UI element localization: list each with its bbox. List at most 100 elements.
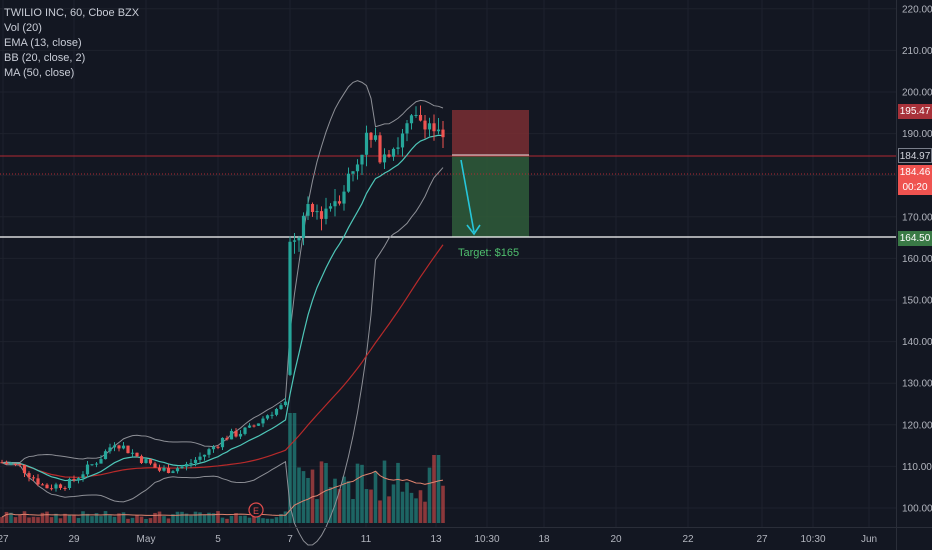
candle-body — [18, 464, 22, 466]
candle-body — [45, 484, 49, 489]
volume-bar — [360, 464, 364, 523]
volume-bar — [4, 511, 9, 523]
volume-bar — [225, 518, 229, 523]
ma-line — [1, 244, 444, 478]
candle-body — [184, 463, 189, 467]
candle-body — [337, 201, 342, 204]
price-tick-label: 110.00 — [902, 462, 932, 473]
candle-body — [391, 148, 396, 157]
candle-body — [315, 211, 319, 213]
volume-bar — [85, 513, 90, 523]
volume-bar — [63, 513, 67, 523]
volume-bar — [103, 511, 108, 523]
candle-body — [220, 437, 225, 448]
candle-body — [441, 129, 445, 138]
candle-body — [112, 445, 117, 448]
entry-price-tag: 184.97 — [898, 148, 932, 163]
candle-body — [27, 473, 31, 478]
candle-body — [270, 414, 274, 416]
time-tick-label: 7 — [287, 534, 293, 545]
candle-body — [166, 467, 171, 474]
volume-bars — [0, 413, 445, 523]
candle-body — [117, 445, 121, 449]
candle-body — [135, 452, 139, 457]
time-tick-label: 11 — [361, 534, 372, 545]
time-tick-label: 29 — [68, 534, 80, 545]
candle-body — [306, 204, 310, 216]
price-tick-label: 130.00 — [902, 379, 932, 390]
time-tick-label: 20 — [610, 534, 622, 545]
candle-body — [22, 464, 27, 474]
volume-bar — [112, 516, 117, 523]
volume-bar — [189, 515, 193, 523]
volume-bar — [108, 515, 112, 523]
candle-body — [369, 132, 373, 140]
candle-body — [4, 462, 9, 465]
candle-body — [328, 206, 333, 209]
volume-bar — [130, 517, 135, 523]
time-axis[interactable]: 27 29 May 5 7 11 13 10:30 18 20 22 27 10:30 Jun — [0, 534, 877, 545]
candle-body — [418, 114, 423, 121]
volume-bar — [31, 516, 36, 523]
volume-bar — [162, 516, 166, 523]
volume-bar — [297, 467, 301, 523]
candle-body — [216, 446, 220, 448]
volume-bar — [436, 455, 441, 523]
candle-body — [67, 478, 72, 489]
price-tick-label: 200.00 — [902, 88, 932, 99]
earnings-marker[interactable] — [248, 502, 264, 518]
volume-bar — [54, 513, 58, 523]
volume-bar — [67, 515, 72, 523]
bb-lower-line — [1, 167, 444, 546]
annotations: Target: $165 E — [248, 159, 519, 518]
price-tick-label: 150.00 — [902, 296, 932, 307]
legend-ema[interactable]: EMA (13, close) — [4, 37, 82, 49]
volume-bar — [27, 517, 31, 523]
price-tick-label: 190.00 — [902, 129, 932, 140]
candle-body — [378, 135, 382, 163]
candle-body — [13, 463, 18, 465]
symbol-title[interactable]: TWILIO INC, 60, Cboe BZX — [4, 7, 140, 19]
candle-body — [40, 484, 45, 486]
candle-body — [85, 464, 90, 475]
price-tick-label: 120.00 — [902, 420, 932, 431]
price-axis[interactable]: 220.00210.00200.00190.00180.00170.00160.… — [902, 4, 932, 514]
candle-body — [58, 484, 63, 488]
volume-bar — [121, 512, 126, 523]
candle-body — [324, 208, 328, 219]
candle-body — [90, 464, 94, 466]
time-tick-label: May — [137, 534, 156, 545]
volume-bar — [418, 490, 423, 523]
time-tick-label: 27 — [756, 534, 768, 545]
price-tick-label: 220.00 — [902, 4, 932, 15]
profit-target-zone[interactable] — [452, 155, 529, 237]
candle-body — [198, 456, 202, 460]
price-tick-label: 140.00 — [902, 337, 932, 348]
volume-bar — [405, 482, 409, 523]
time-tick-label: 10:30 — [474, 534, 499, 545]
legend-ma[interactable]: MA (50, close) — [4, 67, 75, 79]
volume-bar — [153, 512, 157, 523]
legend-volume[interactable]: Vol (20) — [4, 22, 42, 34]
target-arrow — [460, 159, 475, 233]
candle-body — [387, 154, 391, 157]
time-axis-separator — [0, 527, 932, 528]
volume-bar — [184, 513, 189, 523]
volume-bar — [306, 477, 310, 523]
volume-bar — [36, 517, 40, 523]
candle-body — [144, 459, 148, 464]
stop-loss-zone[interactable] — [452, 110, 529, 155]
volume-bar — [288, 413, 292, 523]
volume-bar — [409, 492, 414, 523]
candle-body — [346, 173, 351, 192]
volume-bar — [49, 517, 54, 523]
candle-body — [81, 474, 85, 479]
candle-body — [297, 237, 301, 241]
candle-body — [342, 191, 346, 204]
volume-bar — [126, 518, 130, 523]
legend-bb[interactable]: BB (20, close, 2) — [4, 52, 86, 64]
candle-body — [396, 147, 400, 149]
target-price-tag: 164.50 — [898, 231, 932, 246]
volume-bar — [157, 511, 162, 523]
